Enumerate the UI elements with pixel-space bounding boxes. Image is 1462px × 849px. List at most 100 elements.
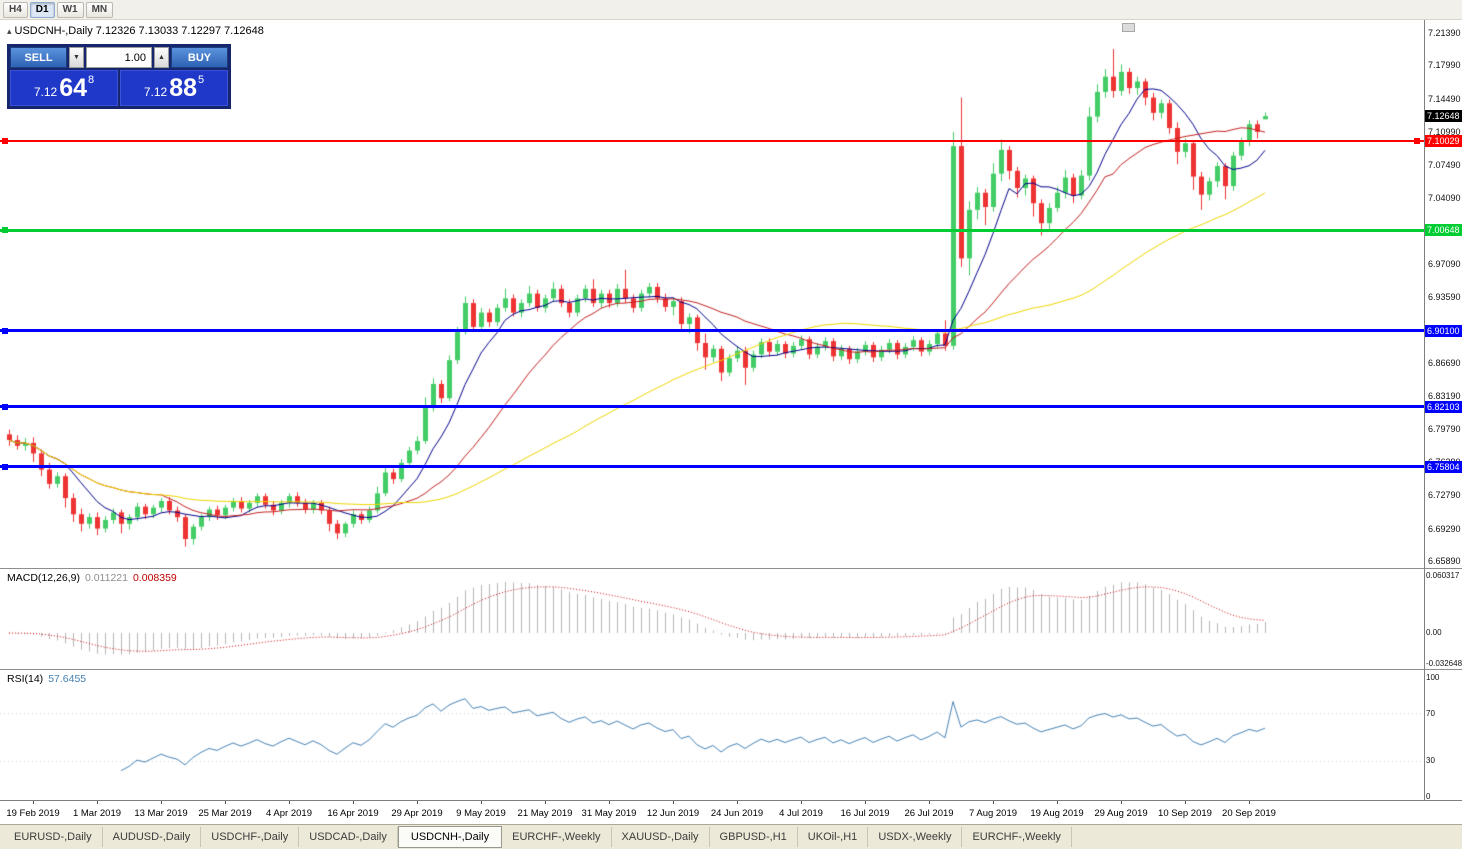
volume-input[interactable] <box>86 47 152 68</box>
sell-button[interactable]: SELL <box>10 47 67 68</box>
date-label: 24 Jun 2019 <box>710 808 764 819</box>
time-axis-tick <box>481 801 482 804</box>
one-click-toggle-icon[interactable]: ▴ <box>7 26 12 36</box>
one-click-trading-panel: SELL ▼ ▲ BUY 7.12 64 8 7.12 88 5 <box>7 44 231 109</box>
volume-increase-button[interactable]: ▲ <box>154 47 169 68</box>
date-label: 9 May 2019 <box>456 808 506 819</box>
chart-tab-bar: EURUSD-,Daily AUDUSD-,Daily USDCHF-,Daily U… <box>0 824 1462 849</box>
chart-shift-marker[interactable] <box>1122 23 1135 32</box>
price-axis-label: 6.65890 <box>1428 555 1461 566</box>
price-axis-label: 7.10990 <box>1428 126 1461 137</box>
date-label: 29 Apr 2019 <box>391 808 443 819</box>
date-label: 19 Feb 2019 <box>6 808 60 819</box>
rsi-canvas[interactable] <box>0 670 1424 800</box>
horizontal-line-6.82103[interactable] <box>0 405 1424 409</box>
macd-canvas[interactable] <box>0 569 1424 669</box>
timeframe-button-d1[interactable]: D1 <box>29 1 55 18</box>
volume-decrease-button[interactable]: ▼ <box>69 47 84 68</box>
time-axis-tick <box>929 801 930 804</box>
time-axis-tick <box>161 801 162 804</box>
panel-separator[interactable] <box>0 568 1462 569</box>
chart-tab-GBPUSD-,H1[interactable]: GBPUSD-,H1 <box>710 827 798 847</box>
date-label: 21 May 2019 <box>517 808 573 819</box>
time-axis-tick <box>1249 801 1250 804</box>
sell-price-prefix: 7.12 <box>33 85 58 99</box>
time-axis-tick <box>417 801 418 804</box>
ohlc-low: 7.12297 <box>181 25 222 37</box>
line-endpoint-marker <box>2 463 8 470</box>
indicator-axis-label: 0 <box>1426 792 1431 800</box>
time-axis-tick <box>97 801 98 804</box>
buy-price-display[interactable]: 7.12 88 5 <box>120 70 228 106</box>
price-badge: 7.00648 <box>1425 224 1462 237</box>
time-axis-tick <box>545 801 546 804</box>
indicator-axis-label: 100 <box>1426 672 1440 682</box>
time-axis-tick <box>1121 801 1122 804</box>
date-label: 12 Jun 2019 <box>646 808 700 819</box>
date-label: 20 Sep 2019 <box>1222 808 1276 819</box>
chart-tab-USDCAD-,Daily[interactable]: USDCAD-,Daily <box>299 827 398 847</box>
panel-separator[interactable] <box>0 669 1462 670</box>
time-axis-tick <box>353 801 354 804</box>
indicator-axis-label: 0.00 <box>1426 627 1442 637</box>
horizontal-line-6.75804[interactable] <box>0 465 1424 469</box>
timeframe-toolbar: H4 D1 W1 MN <box>0 0 1462 20</box>
ohlc-high: 7.13033 <box>138 25 179 37</box>
sell-price-display[interactable]: 7.12 64 8 <box>10 70 118 106</box>
price-axis-label: 7.17990 <box>1428 60 1461 71</box>
price-badge: 7.10029 <box>1425 135 1462 148</box>
buy-button[interactable]: BUY <box>171 47 228 68</box>
time-axis-tick <box>1185 801 1186 804</box>
chart-tab-XAUUSD-,Daily[interactable]: XAUUSD-,Daily <box>612 827 710 847</box>
date-label: 10 Sep 2019 <box>1158 808 1212 819</box>
line-endpoint-marker <box>2 138 8 145</box>
chart-tab-AUDUSD-,Daily[interactable]: AUDUSD-,Daily <box>103 827 202 847</box>
date-label: 26 Jul 2019 <box>904 808 954 819</box>
timeframe-button-h4[interactable]: H4 <box>3 1 28 18</box>
date-label: 4 Jul 2019 <box>779 808 823 819</box>
time-axis[interactable]: 19 Feb 2019 1 Mar 2019 13 Mar 2019 25 Mar 2… <box>0 800 1462 824</box>
date-label: 25 Mar 2019 <box>198 808 252 819</box>
date-label: 16 Apr 2019 <box>327 808 379 819</box>
indicator-axis-label: 0.060317 <box>1426 570 1460 580</box>
time-axis-tick <box>1057 801 1058 804</box>
chart-tab-EURCHF-,Weekly[interactable]: EURCHF-,Weekly <box>502 827 612 847</box>
rsi-label: RSI(14) <box>7 673 44 685</box>
horizontal-line-7.10029[interactable] <box>0 140 1424 143</box>
price-axis[interactable]: 7.21390 7.17990 7.14490 7.10990 7.07490 7.040… <box>1424 20 1462 568</box>
chart-tab-USDX-,Weekly[interactable]: USDX-,Weekly <box>868 827 963 847</box>
horizontal-line-6.90100[interactable] <box>0 329 1424 333</box>
rsi-axis[interactable]: 100 70 30 0 <box>1424 670 1462 800</box>
date-label: 7 Aug 2019 <box>968 808 1018 819</box>
chart-tab-USDCHF-,Daily[interactable]: USDCHF-,Daily <box>201 827 300 847</box>
price-axis-label: 7.04090 <box>1428 192 1461 203</box>
time-axis-tick <box>993 801 994 804</box>
rsi-panel: RSI(14) 57.6455 100 70 30 0 <box>0 670 1462 800</box>
rsi-value: 57.6455 <box>48 673 87 685</box>
indicator-axis-label: 70 <box>1426 708 1435 718</box>
chart-tab-EURCHF-,Weekly[interactable]: EURCHF-,Weekly <box>962 827 1072 847</box>
time-axis-tick <box>609 801 610 804</box>
macd-axis[interactable]: 0.060317 0.00 -0.032648 <box>1424 569 1462 669</box>
date-label: 4 Apr 2019 <box>266 808 312 819</box>
timeframe-button-w1[interactable]: W1 <box>56 1 84 18</box>
price-axis-label: 6.69290 <box>1428 523 1461 534</box>
horizontal-line-7.00648[interactable] <box>0 228 1424 232</box>
current-price-badge: 7.12648 <box>1425 110 1462 123</box>
sell-price-sup: 8 <box>88 74 95 86</box>
price-axis-label: 7.07490 <box>1428 160 1461 171</box>
timeframe-button-mn[interactable]: MN <box>85 1 114 18</box>
chart-tab-UKOil-,H1[interactable]: UKOil-,H1 <box>798 827 869 847</box>
chart-tab-USDCNH-,Daily[interactable]: USDCNH-,Daily <box>397 826 503 848</box>
time-axis-tick <box>225 801 226 804</box>
chart-title: ▴ USDCNH-,Daily 7.12326 7.13033 7.12297 7.126… <box>7 25 267 37</box>
time-axis-tick <box>801 801 802 804</box>
main-chart-canvas[interactable] <box>0 20 1424 568</box>
price-axis-label: 6.93590 <box>1428 292 1461 303</box>
date-label: 19 Aug 2019 <box>1030 808 1084 819</box>
ohlc-close: 7.12648 <box>224 25 264 37</box>
macd-panel: MACD(12,26,9) 0.011221 0.008359 0.060317 0.… <box>0 569 1462 669</box>
chart-tab-EURUSD-,Daily[interactable]: EURUSD-,Daily <box>4 827 103 847</box>
rsi-title: RSI(14) 57.6455 <box>7 673 91 685</box>
